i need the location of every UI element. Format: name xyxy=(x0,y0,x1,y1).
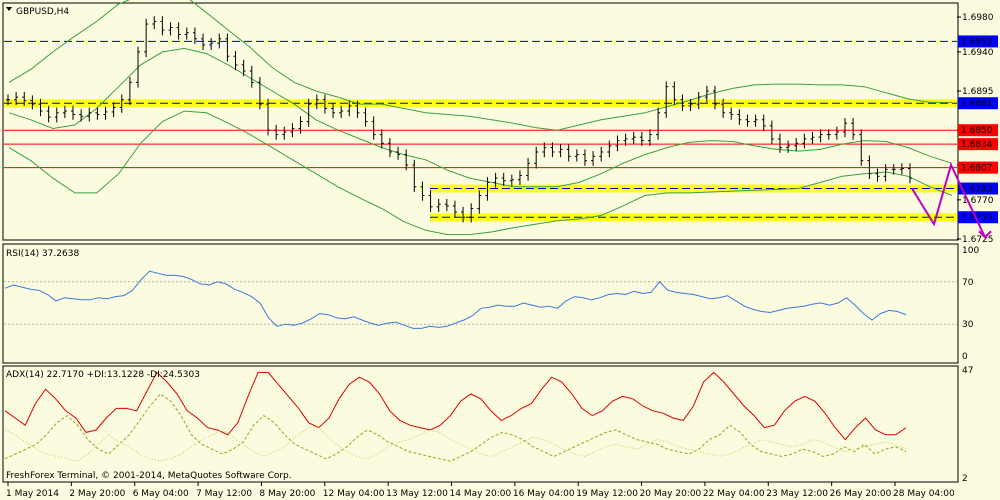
main-panel-frame xyxy=(2,2,959,241)
adx-series-line xyxy=(4,393,907,462)
rsi-line xyxy=(4,270,907,329)
price-label-box xyxy=(958,161,998,174)
rsi-tick-label: 0 xyxy=(962,352,968,362)
level-highlight xyxy=(430,184,957,193)
forecast-path xyxy=(911,162,986,238)
price-label: 1.6952 xyxy=(961,37,993,47)
adx-panel-frame xyxy=(2,365,959,483)
price-tick-label: 1.6725 xyxy=(962,235,994,245)
adx-tick-label: 47 xyxy=(962,366,973,376)
time-tick-label: 8 May 20:00 xyxy=(259,489,315,499)
adx-tick-label: 2 xyxy=(962,474,968,484)
bollinger-band xyxy=(8,110,953,236)
price-panel: 1.69801.69401.68951.68501.68101.67701.67… xyxy=(4,0,998,245)
time-tick-label: 26 May 20:00 xyxy=(830,489,892,499)
time-tick-label: 23 May 12:00 xyxy=(766,489,828,499)
price-tick-label: 1.6940 xyxy=(962,48,994,58)
bollinger-band xyxy=(8,47,953,188)
adx-series-line xyxy=(4,371,907,441)
time-tick-label: 19 May 12:00 xyxy=(576,489,638,499)
time-tick-label: 13 May 12:00 xyxy=(386,489,448,499)
price-label-box xyxy=(958,97,998,110)
price-tick-label: 1.6895 xyxy=(962,87,994,97)
time-tick-label: 2 May 20:00 xyxy=(69,489,125,499)
adx-series-line xyxy=(4,424,907,462)
time-tick-label: 20 May 20:00 xyxy=(640,489,702,499)
rsi-panel-title: RSI(14) 37.2638 xyxy=(6,249,79,259)
price-label: 1.6834 xyxy=(961,140,993,150)
arrow-down-icon xyxy=(978,230,992,239)
rsi-panel-frame xyxy=(2,243,959,364)
price-label: 1.6881 xyxy=(961,99,993,109)
price-label: 1.6783 xyxy=(961,185,993,195)
rsi-tick-label: 30 xyxy=(962,320,974,330)
time-tick-label: 12 May 04:00 xyxy=(323,489,385,499)
price-label: 1.6850 xyxy=(961,126,993,136)
time-tick-label: 16 May 04:00 xyxy=(513,489,575,499)
time-tick-label: 1 May 2014 xyxy=(6,489,59,499)
adx-panel: 47 2 xyxy=(4,366,973,484)
time-axis: 1 May 2014 2 May 20:00 6 May 04:00 7 May 12… xyxy=(6,482,955,499)
price-label-box xyxy=(958,182,998,195)
time-tick-label: 22 May 04:00 xyxy=(703,489,765,499)
level-highlight xyxy=(430,213,957,222)
rsi-panel: 100 70 30 0 xyxy=(4,246,979,362)
price-tick-label: 1.6770 xyxy=(962,196,994,206)
rsi-tick-label: 100 xyxy=(962,246,979,256)
time-tick-label: 7 May 12:00 xyxy=(196,489,252,499)
price-label: 1.6807 xyxy=(961,164,993,174)
price-panel-title: GBPUSD,H4 xyxy=(16,7,69,17)
rsi-tick-label: 70 xyxy=(962,278,974,288)
price-label-box xyxy=(958,124,998,137)
adx-panel-title: ADX(14) 22.7170 +DI:13.1228 -DI:24.5303 xyxy=(6,370,200,380)
price-tick-label: 1.6980 xyxy=(962,13,994,23)
time-tick-label: 14 May 20:00 xyxy=(450,489,512,499)
level-highlight xyxy=(4,99,957,108)
time-tick-label: 6 May 04:00 xyxy=(133,489,189,499)
price-label-box xyxy=(958,35,998,48)
chevron-down-icon[interactable] xyxy=(6,7,12,11)
price-label-box xyxy=(958,138,998,151)
footer-copyright: FreshForex Terminal, © 2001-2014, MetaQu… xyxy=(6,471,292,481)
bollinger-band xyxy=(8,0,952,131)
price-label-box xyxy=(958,211,998,224)
time-tick-label: 28 May 04:00 xyxy=(893,489,955,499)
